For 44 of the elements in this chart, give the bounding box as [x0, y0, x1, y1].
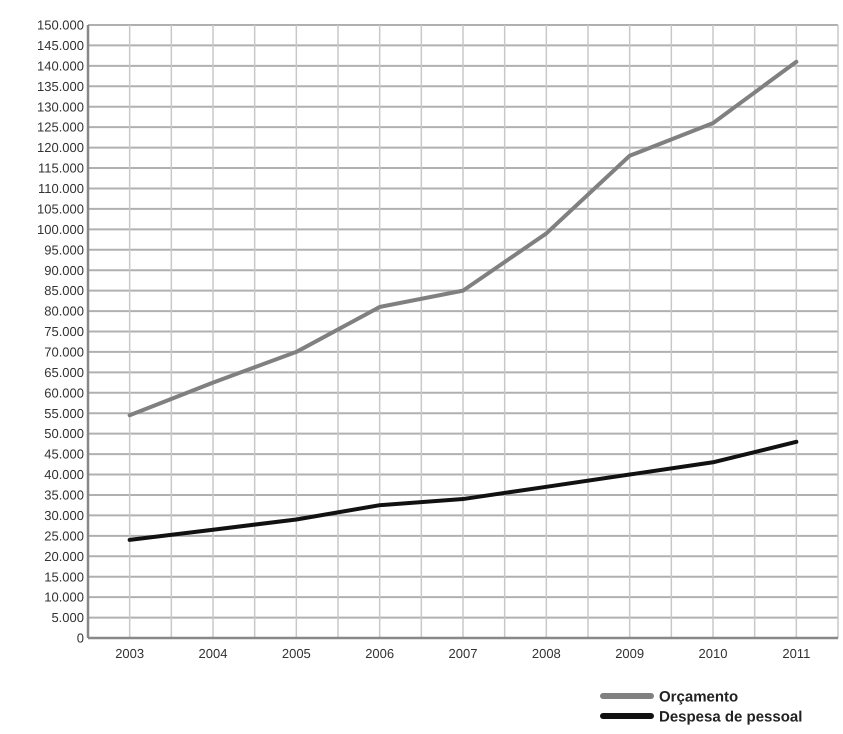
y-tick-label: 90.000	[44, 262, 84, 278]
y-tick-label: 125.000	[37, 120, 84, 135]
x-tick-label: 2005	[282, 646, 311, 661]
y-tick-label: 55.000	[44, 406, 84, 421]
y-tick-label: 65.000	[44, 364, 84, 380]
y-tick-label: 35.000	[44, 488, 84, 503]
y-tick-label: 15.000	[44, 569, 84, 584]
y-tick-label: 50.000	[44, 426, 84, 442]
x-tick-label: 2009	[615, 646, 644, 661]
y-tick-label: 80.000	[44, 304, 84, 319]
x-tick-label: 2006	[365, 646, 394, 661]
y-tick-label: 70.000	[44, 344, 84, 360]
x-tick-label: 2008	[532, 646, 561, 661]
y-tick-label: 115.000	[38, 160, 84, 176]
y-tick-label: 5.000	[51, 610, 84, 626]
y-tick-label: 0	[76, 630, 84, 646]
y-tick-label: 140.000	[37, 58, 84, 74]
y-tick-label: 95.000	[44, 242, 84, 258]
y-tick-label: 10.000	[44, 590, 84, 605]
y-tick-label: 25.000	[44, 528, 84, 544]
legend-label: Orçamento	[659, 688, 738, 706]
y-tick-label: 30.000	[44, 508, 84, 523]
x-tick-label: 2011	[782, 646, 810, 661]
y-tick-label: 120.000	[37, 140, 84, 156]
y-tick-label: 110.000	[38, 181, 84, 196]
x-tick-label: 2003	[115, 646, 144, 661]
y-tick-label: 130.000	[37, 99, 84, 114]
y-tick-label: 150.000	[37, 18, 84, 33]
x-tick-label: 2004	[198, 646, 228, 661]
legend-label: Despesa de pessoal	[659, 708, 802, 726]
y-tick-label: 45.000	[44, 446, 84, 462]
line-series	[128, 60, 798, 418]
y-tick-label: 105.000	[37, 201, 84, 216]
x-tick-label: 2010	[698, 646, 728, 661]
y-tick-label: 135.000	[37, 78, 84, 94]
y-tick-label: 145.000	[37, 38, 84, 53]
y-tick-label: 75.000	[44, 324, 84, 340]
x-tick-label: 2007	[448, 646, 478, 661]
y-tick-label: 40.000	[44, 467, 84, 482]
y-tick-label: 20.000	[44, 548, 84, 564]
y-tick-label: 100.000	[37, 222, 84, 237]
y-tick-label: 60.000	[44, 385, 84, 400]
line-series	[128, 440, 798, 542]
y-tick-label: 85.000	[44, 283, 84, 298]
